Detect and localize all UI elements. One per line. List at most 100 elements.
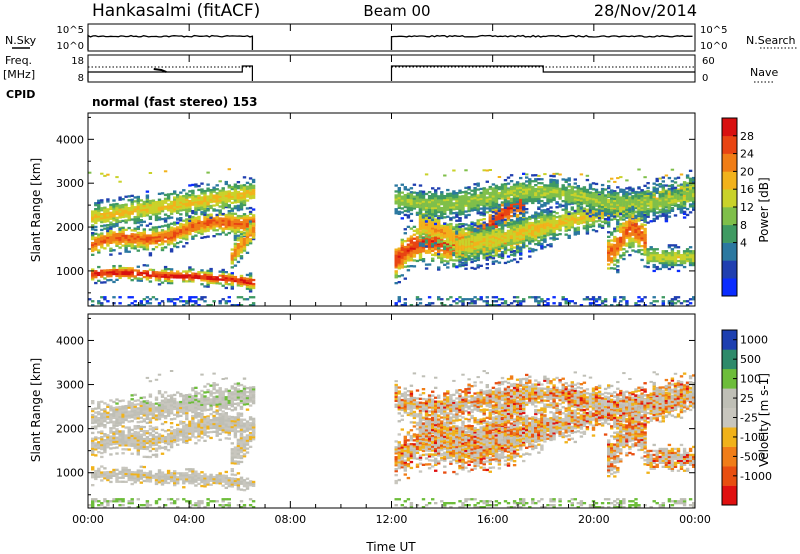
power-cell (130, 218, 134, 221)
power-cell (582, 207, 587, 210)
power-cell (470, 221, 474, 224)
power-cell (519, 182, 523, 186)
power-cell (424, 227, 429, 230)
power-cell (473, 187, 477, 190)
power-cell (424, 263, 429, 266)
power-cell (525, 231, 529, 234)
power-cell (506, 237, 511, 240)
power-cell (224, 221, 228, 224)
power-cell (437, 298, 441, 301)
power-cell (139, 273, 143, 276)
power-cell (434, 209, 438, 212)
power-cell (157, 212, 162, 215)
power-cell (576, 222, 580, 225)
power-cell (136, 243, 140, 246)
power-cell (94, 202, 98, 205)
power-cell (458, 219, 462, 222)
power-cell (230, 185, 234, 189)
power-cell (585, 296, 590, 299)
power-cell (409, 212, 414, 216)
power-cell (467, 245, 471, 248)
power-cell (124, 203, 128, 206)
power-cell (145, 210, 150, 213)
power-cell (139, 203, 143, 206)
power-cell (476, 298, 480, 301)
power-cell (555, 225, 559, 229)
power-cell (491, 227, 496, 230)
power-cell (136, 239, 140, 242)
power-cell (509, 189, 514, 193)
power-cell (446, 208, 450, 211)
power-cell (224, 213, 228, 217)
power-cell (464, 238, 468, 241)
power-cell (470, 252, 474, 255)
power-cell (136, 237, 140, 240)
power-cell (421, 238, 426, 241)
power-cell (522, 228, 526, 231)
power-cell (418, 226, 423, 229)
power-cell (473, 191, 477, 194)
power-cell (634, 201, 638, 204)
power-cell (634, 220, 638, 224)
power-cell (203, 226, 207, 229)
power-cell (610, 304, 614, 307)
power-cell (136, 221, 140, 224)
power-cell (209, 225, 213, 228)
power-cell (497, 203, 502, 207)
power-cell (582, 211, 587, 214)
power-cell (443, 255, 447, 259)
power-cell (506, 215, 511, 218)
power-cell (652, 300, 656, 303)
power-cell (136, 277, 140, 280)
power-cell (424, 235, 429, 238)
power-cell (245, 216, 250, 220)
power-cell (497, 218, 502, 222)
power-cell (543, 224, 547, 228)
power-cell (100, 271, 104, 274)
power-cell (564, 219, 568, 222)
power-cell (537, 239, 541, 243)
power-cell (607, 204, 611, 207)
power-cell (418, 236, 423, 239)
power-cell (613, 215, 617, 218)
power-cell (94, 242, 98, 245)
power-cell (100, 172, 104, 175)
power-cell (215, 233, 219, 236)
power-cell (206, 203, 210, 206)
power-cell (118, 212, 122, 215)
power-cell (506, 190, 511, 193)
power-cell (470, 201, 474, 204)
power-cell (400, 260, 404, 263)
power-cell (470, 238, 474, 241)
power-cell (185, 204, 189, 207)
power-cell (424, 192, 429, 196)
power-cell (100, 244, 104, 247)
power-cell (591, 215, 596, 218)
power-cell (160, 192, 165, 195)
power-cell (506, 202, 511, 205)
power-cell (500, 231, 505, 234)
power-cell (224, 205, 228, 209)
power-cell (522, 245, 526, 249)
power-cell (485, 237, 489, 240)
power-cell (488, 226, 492, 229)
power-cell (206, 217, 210, 221)
power-cell (649, 206, 653, 209)
power-cell (434, 238, 438, 241)
power-cell (476, 196, 480, 199)
power-cell (455, 230, 459, 233)
power-cell (512, 300, 517, 303)
power-cell (115, 208, 119, 212)
power-cell (233, 264, 238, 267)
power-cell (446, 298, 450, 301)
power-cell (197, 271, 201, 274)
power-cell (558, 197, 562, 200)
power-cell (148, 274, 153, 277)
power-cell (400, 248, 404, 251)
power-cell (209, 275, 213, 279)
power-cell (610, 218, 614, 221)
power-cell (242, 192, 247, 195)
power-cell (118, 198, 122, 201)
power-cell (461, 302, 465, 305)
power-cell (579, 203, 584, 206)
